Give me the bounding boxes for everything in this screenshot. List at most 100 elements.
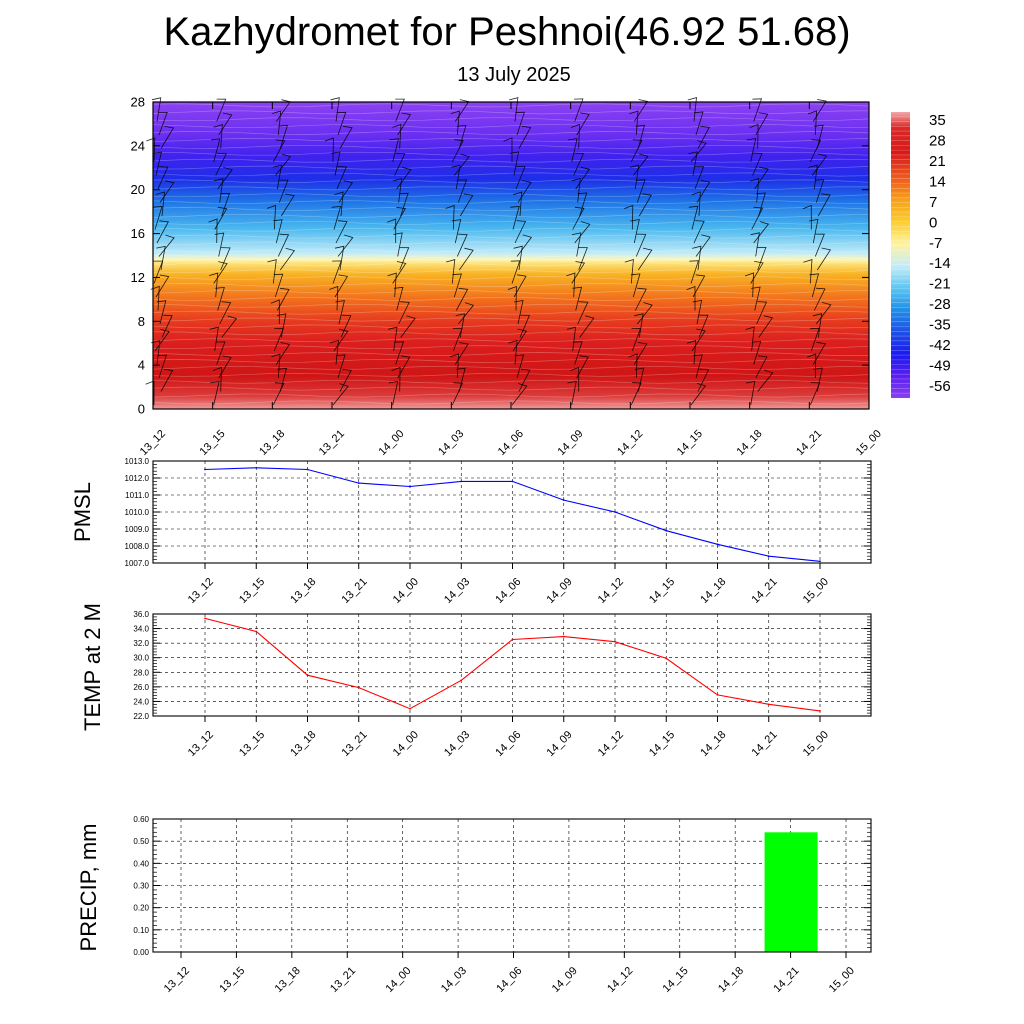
wind-barb [745, 326, 755, 352]
wind-barb [397, 112, 412, 136]
wind-barb [514, 354, 525, 379]
x-tick-label: 13_12 [162, 965, 192, 995]
wind-barb [278, 125, 288, 149]
wind-barb [514, 300, 524, 325]
y-tick-label: 24 [131, 138, 145, 153]
y-tick-label: 1010.0 [125, 508, 150, 517]
x-tick-label: 14_09 [555, 428, 585, 458]
contour-line [152, 144, 870, 149]
contour-line [152, 179, 870, 184]
wind-barb [816, 247, 832, 271]
wind-barb [572, 206, 585, 230]
contour-line [152, 213, 870, 218]
x-tick-label: 13_18 [288, 576, 318, 606]
wind-barb [157, 166, 169, 190]
wind-barb [509, 151, 520, 176]
colorbar-label: -14 [929, 255, 951, 272]
wind-barb [154, 328, 170, 352]
wind-barb [399, 192, 409, 217]
wind-barb [208, 272, 219, 298]
wind-barb [744, 272, 754, 298]
y-tick-label: 1013.0 [125, 457, 150, 466]
contour-line [152, 124, 870, 129]
x-tick-label: 13_12 [186, 729, 216, 759]
temp-point [716, 693, 719, 696]
wind-barb [454, 342, 469, 365]
wind-barb [751, 206, 764, 230]
temp-point [614, 640, 616, 643]
colorbar-label: 0 [929, 214, 937, 231]
wind-barb [218, 112, 233, 136]
x-tick-label: 15_00 [827, 965, 857, 995]
wind-barb [636, 302, 653, 325]
wind-barb [451, 219, 462, 244]
x-tick-label: 14_06 [493, 729, 523, 759]
wind-barb [212, 366, 222, 392]
wind-barb [392, 123, 402, 149]
wind-barb [814, 124, 824, 149]
wind-barb [331, 205, 342, 230]
wind-barb [810, 327, 820, 352]
wind-barb [817, 193, 831, 217]
wind-barb [628, 353, 638, 379]
wind-barb [513, 245, 523, 271]
y-tick-label: 0.60 [133, 815, 149, 824]
pmsl-point [716, 543, 719, 546]
x-tick-label: 15_00 [854, 428, 884, 458]
x-tick-label: 14_00 [391, 576, 421, 606]
wind-barb [277, 233, 290, 257]
y-tick-label: 26.0 [133, 683, 149, 692]
wind-barb [512, 328, 528, 352]
y-tick-label: 12 [131, 270, 145, 285]
x-tick-label: 13_15 [197, 428, 227, 458]
pmsl-point [665, 529, 668, 532]
x-tick-label: 13_21 [328, 965, 358, 995]
x-tick-label: 14_21 [750, 576, 780, 606]
wind-barb [690, 140, 707, 163]
wind-barb [330, 97, 340, 122]
pmsl-point [767, 555, 770, 558]
colorbar-label: 14 [929, 173, 946, 190]
wind-barb [393, 232, 403, 257]
wind-barb [388, 381, 399, 406]
wind-barb [809, 218, 819, 244]
plot-frame [152, 613, 872, 717]
wind-barb [453, 153, 470, 176]
wind-barb [272, 110, 282, 136]
wind-barb [451, 382, 464, 406]
x-tick-label: 13_15 [237, 576, 267, 606]
wind-barb [220, 192, 231, 217]
wind-barb [755, 112, 769, 136]
wind-barb [698, 314, 709, 338]
x-tick-label: 14_15 [647, 729, 677, 759]
pmsl-point [460, 480, 463, 483]
wind-barb [754, 166, 769, 190]
wind-barb [215, 341, 226, 365]
wind-barb [814, 179, 825, 203]
wind-barb [145, 380, 155, 405]
wind-barb [691, 328, 706, 352]
wind-barb [570, 366, 580, 392]
wind-barb [398, 301, 410, 325]
y-tick-label: 1007.0 [125, 559, 150, 568]
wind-barb [697, 368, 710, 392]
wind-barb [451, 164, 461, 190]
wind-barb [633, 342, 648, 365]
x-tick-label: 14_18 [698, 729, 728, 759]
wind-barb [518, 368, 531, 392]
wind-barb [571, 261, 586, 284]
pmsl-point [306, 468, 309, 471]
x-tick-label: 14_15 [647, 576, 677, 606]
wind-barb [629, 110, 639, 136]
pmsl-point [357, 482, 360, 484]
contour-line [152, 207, 870, 211]
y-tick-label: 1011.0 [125, 491, 149, 500]
wind-barb [456, 367, 466, 392]
wind-barb [746, 138, 757, 163]
wind-barb [579, 315, 595, 338]
wind-barb [393, 286, 404, 311]
x-tick-label: 15_00 [801, 729, 831, 759]
wind-barb [277, 367, 288, 392]
wind-barb [687, 97, 697, 122]
